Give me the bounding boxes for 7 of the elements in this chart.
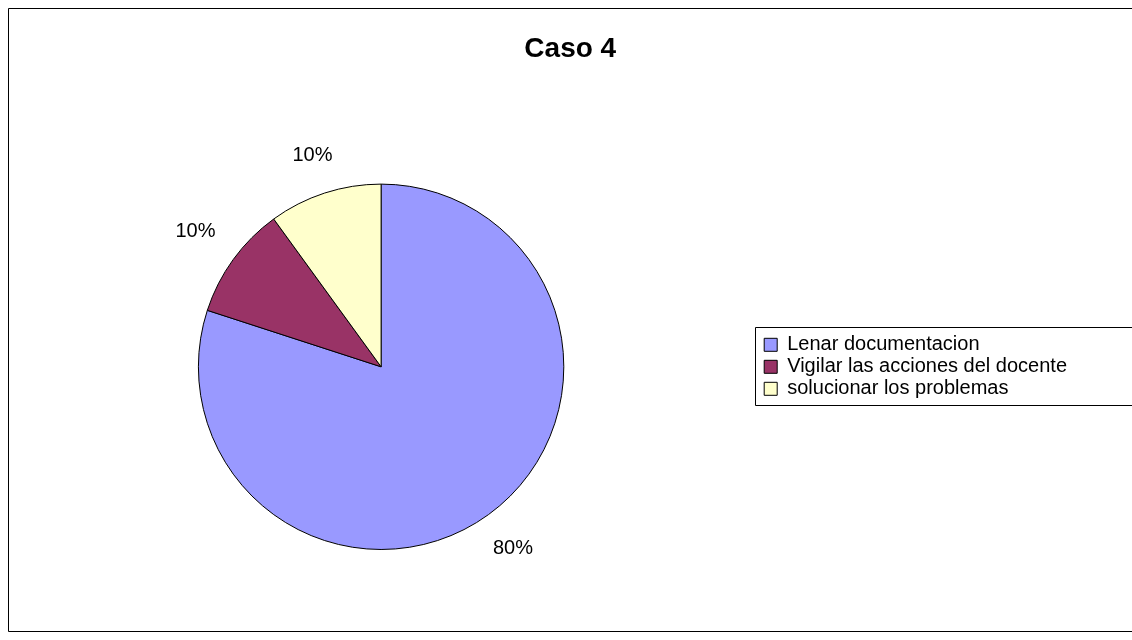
chart-title: Caso 4 [524,31,617,63]
legend-label: Vigilar las acciones del docente [787,354,1068,377]
legend-label: solucionar los problemas [787,376,1009,399]
data-label: 10% [292,142,333,165]
legend-label: Lenar documentacion [787,332,980,355]
data-label: 10% [175,219,216,242]
data-label: 80% [492,535,534,558]
